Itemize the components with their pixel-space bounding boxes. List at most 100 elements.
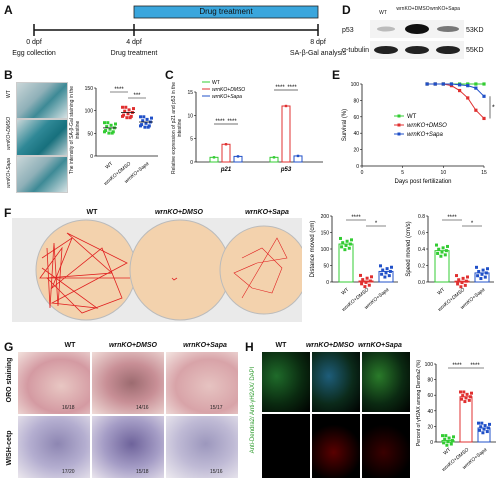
data-point bbox=[128, 116, 132, 120]
g-row-oro: ORO staining bbox=[6, 357, 13, 403]
data-point bbox=[370, 275, 373, 279]
h-col-sapa: wrnKO+Sapa bbox=[358, 342, 402, 349]
blot-col-sapa: wrnKO+Sapa bbox=[430, 6, 460, 12]
y-axis-label: Speed moved (cm/s) bbox=[406, 221, 412, 276]
data-point bbox=[343, 248, 347, 252]
series-point bbox=[466, 82, 470, 86]
g-count-wish-dmso: 15/18 bbox=[136, 469, 149, 475]
panel-letter-e: E bbox=[332, 68, 341, 82]
legend-marker bbox=[397, 114, 401, 118]
data-point bbox=[360, 282, 364, 286]
track-wt-2 bbox=[39, 242, 130, 309]
g-count-oro-dmso: 14/16 bbox=[136, 405, 149, 411]
series-point bbox=[474, 86, 478, 90]
band-p53-dmso bbox=[405, 24, 429, 34]
data-point bbox=[142, 115, 146, 119]
b-ylabel: The intensity of SA-β-Gal staining in th… bbox=[69, 85, 81, 175]
oro-image-wt bbox=[18, 352, 90, 414]
data-point bbox=[110, 131, 114, 135]
data-point bbox=[460, 397, 464, 401]
y-tick-label: 100 bbox=[85, 109, 94, 115]
timepoint-0-day: 0 dpf bbox=[26, 39, 42, 46]
y-tick-label: 40 bbox=[427, 409, 433, 415]
x-category-label: p53 bbox=[280, 167, 292, 173]
data-point bbox=[470, 391, 473, 395]
sig-label: **** bbox=[227, 119, 237, 125]
data-point bbox=[339, 236, 342, 240]
data-point bbox=[446, 244, 449, 248]
data-point bbox=[365, 276, 369, 280]
data-point bbox=[143, 125, 147, 129]
x-tick-label: 0 bbox=[361, 170, 364, 176]
blot-size-p53: 53KD bbox=[466, 27, 484, 34]
data-point bbox=[477, 421, 480, 425]
g-count-oro-wt: 16/18 bbox=[62, 405, 75, 411]
sig-label: * bbox=[375, 221, 378, 227]
wish-image-wt bbox=[18, 416, 90, 478]
x-axis-label: Days post fertilization bbox=[394, 179, 451, 185]
tracking-plates bbox=[35, 219, 302, 321]
data-point bbox=[367, 283, 371, 287]
sig-label: * bbox=[492, 104, 495, 111]
b-row-dmso: wrnKO+DMSO bbox=[6, 116, 12, 150]
data-point bbox=[462, 390, 466, 394]
y-tick-label: 50 bbox=[87, 131, 93, 137]
data-point bbox=[443, 437, 447, 441]
band-tub-dmso bbox=[405, 46, 429, 54]
b-row-sapa: wrnKO+Sapa bbox=[6, 158, 12, 188]
band-p53-sapa bbox=[437, 26, 459, 32]
x-category-label: WT bbox=[340, 287, 350, 297]
data-point bbox=[146, 125, 150, 129]
data-point bbox=[384, 271, 388, 275]
y-tick-label: 80 bbox=[427, 378, 433, 384]
data-point bbox=[452, 435, 455, 439]
y-tick-label: 50 bbox=[323, 264, 329, 270]
data-point bbox=[481, 431, 485, 435]
series-point bbox=[458, 83, 462, 87]
data-point bbox=[456, 282, 460, 286]
data-point bbox=[459, 390, 462, 394]
blot-col-wt: WT bbox=[379, 10, 387, 16]
track-dmso bbox=[171, 277, 178, 281]
data-point bbox=[144, 121, 148, 125]
y-tick-label: 200 bbox=[321, 214, 330, 220]
legend-entry: wrnKO+Sapa bbox=[407, 132, 444, 138]
series-point bbox=[458, 88, 462, 93]
data-point bbox=[123, 109, 127, 113]
data-point bbox=[132, 107, 135, 111]
data-point bbox=[461, 276, 465, 280]
g-col-wt: WT bbox=[64, 342, 76, 349]
data-point bbox=[364, 280, 368, 284]
data-point bbox=[350, 238, 353, 242]
data-point bbox=[459, 285, 463, 289]
data-point bbox=[388, 269, 392, 273]
data-point bbox=[464, 396, 468, 400]
legend-entry: wrnKO+DMSO bbox=[212, 87, 245, 93]
g-row-wish: WISH-cetp bbox=[6, 430, 13, 466]
blot-row-p53: p53 bbox=[342, 27, 354, 34]
data-point bbox=[150, 116, 153, 120]
series-line bbox=[427, 83, 485, 97]
bar bbox=[281, 105, 291, 163]
data-point bbox=[359, 273, 362, 277]
data-point bbox=[139, 115, 142, 119]
y-tick-label: 100 bbox=[321, 247, 330, 253]
data-point bbox=[455, 274, 458, 278]
blot-col-dmso: wrnKO+DMSO bbox=[396, 6, 430, 12]
data-point bbox=[486, 426, 490, 430]
g-count-wish-sapa: 15/16 bbox=[210, 469, 223, 475]
data-point bbox=[363, 285, 367, 289]
data-point bbox=[441, 246, 445, 250]
data-point bbox=[480, 421, 484, 425]
timepoint-2-event: SA-β-Gal analysis bbox=[289, 50, 347, 57]
panel-letter-a: A bbox=[4, 3, 13, 17]
data-point bbox=[482, 427, 486, 431]
y-tick-label: 15 bbox=[187, 90, 193, 96]
y-tick-label: 0 bbox=[190, 160, 193, 166]
h-stain-label: Anti-Dendra2/ Anti-γH2AX/ DAPI bbox=[250, 366, 256, 454]
legend-entry: wrnKO+DMSO bbox=[407, 123, 447, 129]
data-point bbox=[385, 267, 389, 271]
legend-entry: wrnKO+Sapa bbox=[212, 94, 242, 100]
